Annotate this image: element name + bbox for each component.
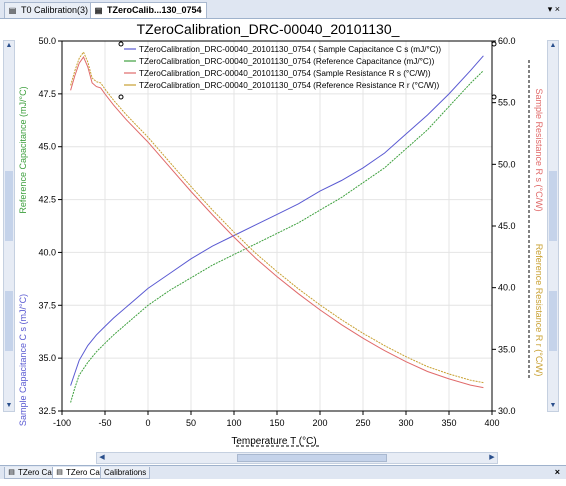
- document-icon: ▤: [94, 6, 103, 15]
- corner-handle[interactable]: [118, 94, 124, 100]
- y-right-tick-label: 30.0: [498, 406, 516, 416]
- y-right-tick-label: 45.0: [498, 221, 516, 231]
- bottom-tab-calibrations[interactable]: Calibrations: [100, 467, 151, 479]
- chart-title: TZeroCalibration_DRC-00040_20101130_: [137, 21, 400, 37]
- scroll-thumb[interactable]: [5, 291, 13, 351]
- x-tick-label: 350: [441, 418, 456, 428]
- x-tick-label: 300: [398, 418, 413, 428]
- x-axis-label: Temperature T (°C): [231, 436, 316, 447]
- y-left-tick-label: 47.5: [38, 89, 56, 99]
- left-vertical-scrollbar[interactable]: ▲ ▼: [3, 40, 15, 412]
- y-left-tick-label: 35.0: [38, 353, 56, 363]
- legend-entry: TZeroCalibration_DRC-00040_20101130_0754…: [139, 57, 435, 66]
- y-right-tick-label: 60.0: [498, 36, 516, 46]
- reference-resistance-line: [70, 51, 484, 384]
- right-vertical-scrollbar[interactable]: ▲ ▼: [547, 40, 559, 412]
- x-tick-label: 200: [312, 418, 327, 428]
- x-tick-label: -100: [53, 418, 71, 428]
- x-tick-label: 0: [145, 418, 150, 428]
- horizontal-scrollbar[interactable]: ◀ ▶: [96, 452, 498, 464]
- y-left-tick-label: 45.0: [38, 142, 56, 152]
- y-left-tick-label: 32.5: [38, 406, 56, 416]
- chart-icon: ▤: [56, 469, 63, 476]
- chart-frame: [0, 19, 566, 445]
- corner-handle[interactable]: [491, 94, 497, 100]
- x-tick-label: 150: [269, 418, 284, 428]
- corner-handle[interactable]: [118, 41, 124, 47]
- close-icon[interactable]: ×: [554, 467, 560, 477]
- arrow-up-icon[interactable]: ▲: [549, 42, 557, 49]
- tab-label: T0 Calibration(3): [21, 5, 89, 15]
- bottom-tab-tzero-cal-1[interactable]: ▤ TZero Cal: [4, 467, 58, 479]
- tab-t0-calibration[interactable]: ▤ T0 Calibration(3): [4, 2, 94, 18]
- arrow-right-icon[interactable]: ▶: [489, 454, 495, 461]
- document-icon: ▤: [8, 6, 17, 15]
- bottom-tab-label: Calibrations: [104, 468, 147, 477]
- arrow-down-icon[interactable]: ▼: [549, 402, 557, 409]
- chart-legend: TZeroCalibration_DRC-00040_20101130_0754…: [124, 45, 441, 90]
- y-right-tick-label: 55.0: [498, 98, 516, 108]
- series-layer: [70, 51, 484, 403]
- scroll-thumb[interactable]: [549, 291, 557, 351]
- y-axis-left2-label: Reference Capacitance (mJ/°C): [18, 86, 28, 213]
- y-left-tick-label: 42.5: [38, 195, 56, 205]
- scroll-thumb[interactable]: [5, 171, 13, 241]
- sample-capacitance-line: [70, 55, 484, 386]
- arrow-down-icon[interactable]: ▼: [5, 402, 13, 409]
- tab-label: TZeroCalib...130_0754: [107, 5, 202, 15]
- y-axis-right-label: Sample Resistance R s (°C/W): [534, 88, 544, 211]
- arrow-up-icon[interactable]: ▲: [5, 42, 13, 49]
- axis-ticks: -100 -50 0 50 100 150 200 250 300 350 400 50.0 47.5 4…: [38, 36, 515, 428]
- corner-handle[interactable]: [491, 41, 497, 47]
- x-tick-label: 100: [226, 418, 241, 428]
- x-tick-label: 250: [355, 418, 370, 428]
- y-axis-left-label: Sample Capacitance C s (mJ/°C): [18, 294, 28, 426]
- bottom-tab-label: TZero Cal: [18, 468, 54, 477]
- bottom-tab-bar: ▤ TZero Cal ▤ TZero Cal Calibrations ×: [0, 465, 566, 479]
- tab-tzero-calibration[interactable]: ▤ TZeroCalib...130_0754: [90, 2, 207, 18]
- reference-capacitance-line: [70, 70, 484, 403]
- y-right-tick-label: 40.0: [498, 283, 516, 293]
- tab-list-controls[interactable]: ▾ ×: [547, 4, 560, 14]
- y-right-tick-label: 35.0: [498, 344, 516, 354]
- legend-entry: TZeroCalibration_DRC-00040_20101130_0754…: [139, 81, 440, 90]
- chart-grid: [62, 41, 492, 411]
- y-axis-right2-label: Reference Resistance R r (°C/W): [534, 244, 544, 377]
- scroll-thumb[interactable]: [549, 171, 557, 241]
- y-right-tick-label: 50.0: [498, 159, 516, 169]
- arrow-left-icon[interactable]: ◀: [99, 454, 105, 461]
- document-tab-bar: ▤ T0 Calibration(3) ▤ TZeroCalib...130_0…: [0, 0, 566, 19]
- x-tick-label: -50: [98, 418, 111, 428]
- sample-resistance-line: [70, 55, 484, 389]
- legend-entry: TZeroCalibration_DRC-00040_20101130_0754…: [139, 69, 431, 78]
- x-tick-label: 400: [484, 418, 499, 428]
- scroll-thumb[interactable]: [237, 454, 387, 462]
- document-icon: ▤: [8, 469, 15, 476]
- bottom-tab-label: TZero Cal: [66, 468, 102, 477]
- bottom-tab-tzero-cal-2[interactable]: ▤ TZero Cal: [52, 467, 106, 479]
- y-left-tick-label: 37.5: [38, 300, 56, 310]
- x-tick-label: 50: [186, 418, 196, 428]
- y-left-tick-label: 50.0: [38, 36, 56, 46]
- legend-entry: TZeroCalibration_DRC-00040_20101130_0754…: [139, 45, 441, 54]
- y-left-tick-label: 40.0: [38, 247, 56, 257]
